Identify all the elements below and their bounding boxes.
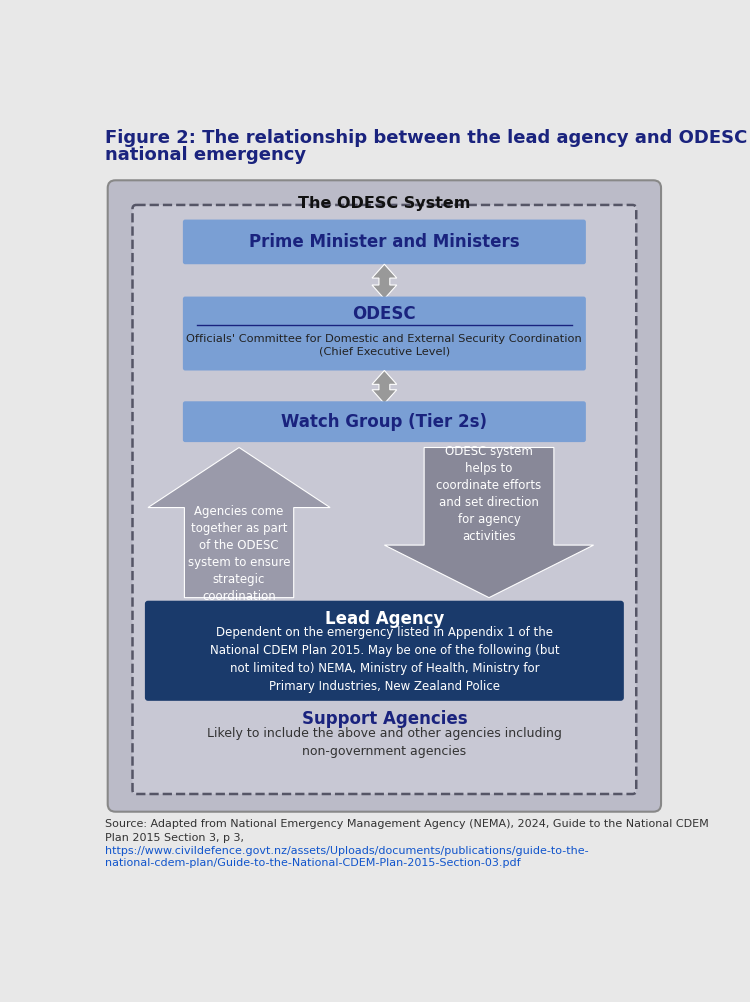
- Text: Agencies come
together as part
of the ODESC
system to ensure
strategic
coordinat: Agencies come together as part of the OD…: [188, 505, 290, 603]
- Text: Likely to include the above and other agencies including
non-government agencies: Likely to include the above and other ag…: [207, 726, 562, 758]
- Polygon shape: [372, 265, 397, 299]
- Text: The ODESC System: The ODESC System: [298, 196, 470, 210]
- Text: ODESC: ODESC: [352, 306, 416, 324]
- Text: Source: Adapted from National Emergency Management Agency (NEMA), 2024, Guide to: Source: Adapted from National Emergency …: [105, 820, 710, 844]
- FancyBboxPatch shape: [108, 180, 661, 812]
- FancyBboxPatch shape: [183, 219, 586, 265]
- Text: https://www.civildefence.govt.nz/assets/Uploads/documents/publications/guide-to-: https://www.civildefence.govt.nz/assets/…: [105, 846, 589, 856]
- Text: (Chief Executive Level): (Chief Executive Level): [319, 347, 450, 357]
- Polygon shape: [372, 371, 397, 404]
- FancyBboxPatch shape: [183, 401, 586, 442]
- Text: Figure 2: The relationship between the lead agency and ODESC in a: Figure 2: The relationship between the l…: [105, 129, 750, 147]
- FancyBboxPatch shape: [183, 297, 586, 371]
- Text: Support Agencies: Support Agencies: [302, 710, 467, 728]
- Polygon shape: [384, 448, 594, 597]
- FancyBboxPatch shape: [133, 205, 636, 794]
- Text: Dependent on the emergency listed in Appendix 1 of the
National CDEM Plan 2015. : Dependent on the emergency listed in App…: [209, 625, 560, 692]
- Text: ODESC system
helps to
coordinate efforts
and set direction
for agency
activities: ODESC system helps to coordinate efforts…: [436, 445, 542, 543]
- Text: national emergency: national emergency: [105, 146, 307, 164]
- Text: national-cdem-plan/Guide-to-the-National-CDEM-Plan-2015-Section-03.pdf: national-cdem-plan/Guide-to-the-National…: [105, 858, 521, 868]
- Polygon shape: [148, 448, 330, 597]
- Text: Lead Agency: Lead Agency: [325, 610, 444, 628]
- Text: Officials' Committee for Domestic and External Security Coordination: Officials' Committee for Domestic and Ex…: [187, 334, 582, 344]
- Text: Prime Minister and Ministers: Prime Minister and Ministers: [249, 232, 520, 250]
- FancyBboxPatch shape: [145, 601, 624, 700]
- Text: Watch Group (Tier 2s): Watch Group (Tier 2s): [281, 413, 488, 431]
